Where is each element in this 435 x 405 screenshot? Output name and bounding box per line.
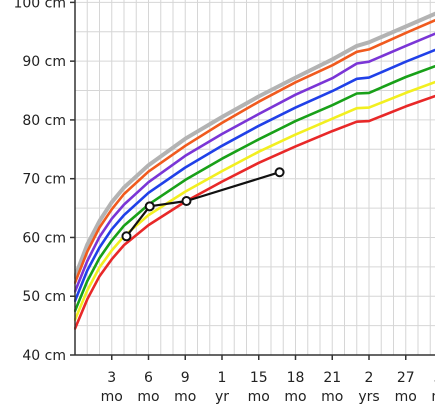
x-tick-unit: mo [431,389,435,405]
x-tick-unit: mo [101,389,123,405]
x-tick-unit: yrs [358,389,379,405]
x-tick-label: 1 [218,370,227,386]
percentile-curve-6 [74,80,435,322]
measurement-point [121,231,132,242]
percentile-curve-5 [74,64,435,313]
measurement-line [125,171,280,237]
y-tick-label: 90 cm [22,54,66,70]
y-tick-label: 70 cm [22,172,66,188]
x-tick-unit: mo [248,389,270,405]
x-tick-label: 18 [287,370,305,386]
x-tick-label: 21 [323,370,341,386]
percentile-curve-7 [74,94,435,330]
axes [70,0,435,360]
x-tick-label: 6 [144,370,153,386]
x-tick-unit: mo [284,389,306,405]
y-tick-label: 100 cm [13,0,66,11]
measurement-point [181,196,192,207]
y-tick-label: 80 cm [22,113,66,129]
measurement-point [144,201,155,212]
x-tick-unit: mo [321,389,343,405]
grid [75,0,435,355]
x-tick-unit: yr [215,389,229,405]
x-tick-label: 30 [434,370,435,386]
y-tick-label: 50 cm [22,289,66,305]
measurement-point [274,167,285,178]
x-tick-unit: mo [137,389,159,405]
x-tick-label: 2 [365,370,374,386]
x-axis-labels: 3 mo 6 mo 9 mo 1 yr 15 mo 18 mo 21 mo 2 yrs 27 mo 30 mo [101,370,435,405]
percentile-curve-1 [74,11,435,279]
x-tick-label: 3 [107,370,116,386]
x-tick-label: 9 [181,370,190,386]
x-tick-unit: mo [395,389,417,405]
measurement-series [121,167,285,242]
y-tick-label: 40 cm [22,348,66,364]
percentile-curve-3 [74,32,435,293]
x-tick-label: 27 [397,370,415,386]
percentile-curve-2 [74,18,435,285]
percentile-curves [74,11,435,330]
y-tick-label: 60 cm [22,230,66,246]
y-axis-labels: 40 cm 50 cm 60 cm 70 cm 80 cm 90 cm 100 cm [13,0,66,364]
x-tick-label: 15 [250,370,268,386]
x-tick-unit: mo [174,389,196,405]
percentile-curve-4 [74,48,435,303]
